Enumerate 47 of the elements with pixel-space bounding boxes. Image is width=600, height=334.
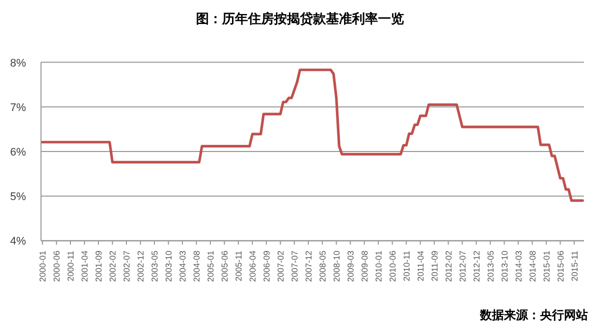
x-tick-label: 2012-02 [443,250,454,282]
x-tick-label: 2005-11 [233,250,244,282]
x-tick-label: 2012-07 [457,250,468,282]
x-tick-label: 2005-01 [205,250,216,282]
x-tick-label: 2010-06 [387,250,398,282]
x-tick-label: 2014-08 [527,250,538,282]
x-tick-label: 2015-11 [569,250,580,282]
chart-title: 图：历年住房按揭贷款基准利率一览 [196,11,404,26]
x-tick-label: 2013-05 [485,250,496,282]
y-tick-label: 7% [10,102,26,114]
x-tick-label: 2003-05 [149,250,160,282]
y-tick-label: 4% [10,236,26,248]
x-tick-label: 2009-08 [359,250,370,282]
x-tick-label: 2015-01 [541,250,552,282]
source-note: 数据来源：央行网站 [479,308,588,322]
x-tick-label: 2003-10 [163,250,174,282]
x-tick-label: 2002-02 [107,250,118,282]
x-tick-label: 2013-10 [499,250,510,282]
x-tick-label: 2002-12 [135,250,146,282]
x-tick-label: 2000-06 [51,250,62,282]
x-tick-label: 2011-04 [415,250,426,282]
x-tick-label: 2007-02 [275,250,286,282]
x-tick-label: 2011-09 [429,250,440,282]
x-tick-label: 2006-04 [247,250,258,282]
x-tick-label: 2006-09 [261,250,272,282]
x-tick-label: 2012-12 [471,250,482,282]
x-tick-label: 2014-03 [513,250,524,282]
x-tick-label: 2000-11 [65,250,76,282]
x-tick-label: 2005-06 [219,250,230,282]
x-tick-label: 2000-01 [37,250,48,282]
x-tick-label: 2008-05 [317,250,328,282]
x-tick-label: 2007-12 [303,250,314,282]
x-tick-label: 2007-07 [289,250,300,282]
y-tick-label: 5% [10,191,26,204]
line-series [41,68,584,202]
x-tick-label: 2015-06 [555,250,566,282]
x-tick-label: 2008-10 [331,250,342,282]
x-tick-label: 2001-04 [79,250,90,282]
x-tick-label: 2004-08 [191,250,202,282]
y-tick-label: 8% [10,57,26,70]
x-tick-label: 2001-09 [93,250,104,282]
x-tick-label: 2010-01 [373,250,384,282]
y-tick-label: 6% [10,146,26,158]
x-tick-label: 2004-03 [177,250,188,282]
x-tick-label: 2010-11 [401,250,412,282]
x-tick-label: 2002-07 [121,250,132,282]
x-tick-label: 2009-03 [345,250,356,282]
